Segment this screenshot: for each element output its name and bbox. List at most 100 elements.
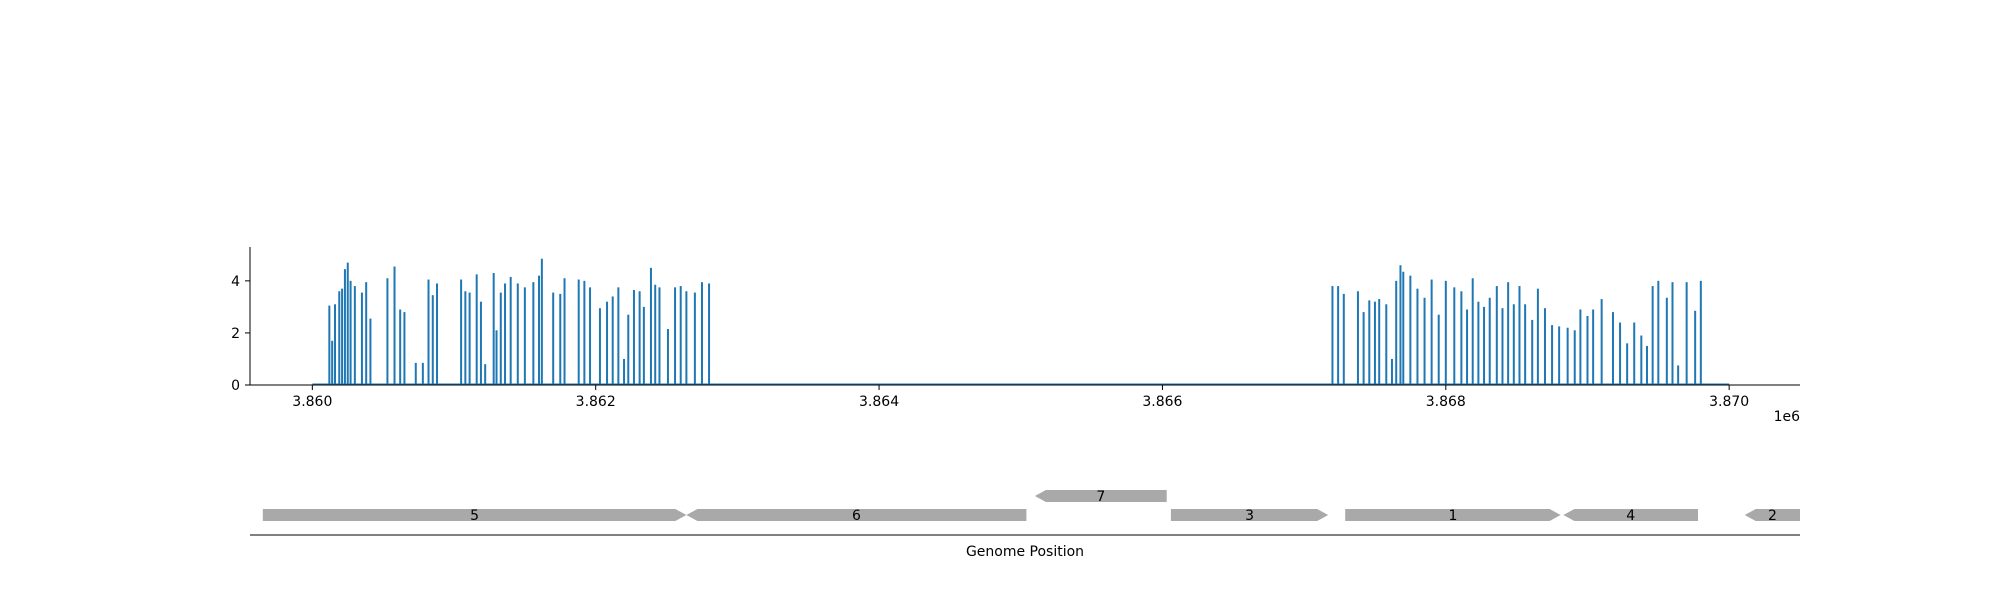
coverage-bar [666,329,669,385]
coverage-bar [386,278,389,385]
coverage-bar [431,295,434,385]
y-tick-label: 4 [231,274,240,290]
x-axis-label: Genome Position [966,544,1084,560]
coverage-bar [436,283,439,385]
coverage-bar [1551,325,1554,385]
coverage-bar [1626,343,1629,385]
x-tick-label: 3.866 [1142,394,1182,410]
gene-arrow-1 [1345,509,1561,521]
coverage-bar [540,258,543,385]
coverage-bar [611,296,614,385]
coverage-bar [421,362,424,385]
coverage-bar [1694,310,1697,385]
coverage-bar [708,283,711,385]
coverage-bar [1483,306,1486,385]
coverage-bar [1373,301,1376,385]
coverage-bar [334,304,337,385]
coverage-bar [1430,279,1433,385]
x-offset-label: 1e6 [1774,409,1801,425]
coverage-bar [475,274,478,385]
gene-label: 3 [1245,508,1254,524]
coverage-bar [700,282,703,385]
coverage-bar [1665,297,1668,385]
x-tick-label: 3.864 [859,394,899,410]
coverage-bar [674,287,677,385]
coverage-bar [393,266,396,385]
coverage-bar [1423,297,1426,385]
coverage-bar [509,276,512,385]
gene-arrow-5 [262,509,687,521]
coverage-bar [1611,312,1614,385]
coverage-bar [1507,282,1510,385]
coverage-bar [693,292,696,385]
coverage-bar [1619,322,1622,385]
coverage-bar [1558,326,1561,385]
coverage-bar [1437,314,1440,385]
coverage-bar [479,301,482,385]
coverage-bar [346,262,349,385]
coverage-bar [1390,358,1393,385]
coverage-bar [1342,293,1345,385]
coverage-bar [1524,304,1527,385]
x-tick-label: 3.870 [1709,394,1749,410]
coverage-bar [1699,280,1702,385]
coverage-bar [1385,304,1388,385]
coverage-bar [403,312,406,385]
coverage-bar [623,358,626,385]
coverage-bar [1657,280,1660,385]
coverage-bar [679,286,682,385]
coverage-bar [343,269,346,385]
coverage-bar [484,364,487,385]
coverage-bar [654,284,657,385]
coverage-bar [516,283,519,385]
coverage-bar [1356,291,1359,385]
coverage-bar [427,279,430,385]
x-tick-label: 3.860 [292,394,332,410]
coverage-bar [1477,301,1480,385]
coverage-bar [642,306,645,385]
coverage-bar [1471,278,1474,385]
coverage-bar-plot: 3.860 3.862 3.864 3.866 3.868 3.870 1e6 0 2 4 [231,247,1800,425]
gene-label: 1 [1448,508,1457,524]
coverage-bar [1466,309,1469,385]
coverage-bar [1416,288,1419,385]
coverage-bar [1645,345,1648,385]
y-tick-label: 2 [231,326,240,342]
x-tick-label: 3.868 [1426,394,1466,410]
gene-arrow-6 [686,509,1027,521]
coverage-bar [360,292,363,385]
coverage-bar [1531,319,1534,385]
coverage-bar [468,292,471,385]
coverage-bar [1685,282,1688,385]
coverage-bar [638,291,641,385]
coverage-bar [523,287,526,385]
coverage-bar [365,282,368,385]
gene-arrow-2 [1744,509,1800,521]
gene-arrow-7 [1034,490,1167,502]
coverage-bar [1495,286,1498,385]
coverage-bar [1444,280,1447,385]
coverage-bar [464,291,467,385]
gene-label: 5 [470,508,479,524]
coverage-bar [1460,291,1463,385]
coverage-bar [492,273,495,385]
coverage-bar [1402,271,1405,385]
y-tick-label: 0 [231,378,240,394]
coverage-bar [627,314,630,385]
coverage-bar [583,280,586,385]
coverage-bar [1488,297,1491,385]
gene-track: 5 6 7 3 1 4 2 Genome Position [250,489,1800,560]
coverage-bar [649,267,652,385]
coverage-bar [559,293,562,385]
coverage-bar [369,318,372,385]
coverage-bar [499,292,502,385]
gene-label: 4 [1626,508,1635,524]
coverage-bar [563,278,566,385]
coverage-bar [1579,309,1582,385]
coverage-bar [1600,299,1603,385]
coverage-bar [504,283,507,385]
x-tick-label: 3.862 [576,394,616,410]
coverage-bar [1671,282,1674,385]
coverage-bar [1573,330,1576,385]
